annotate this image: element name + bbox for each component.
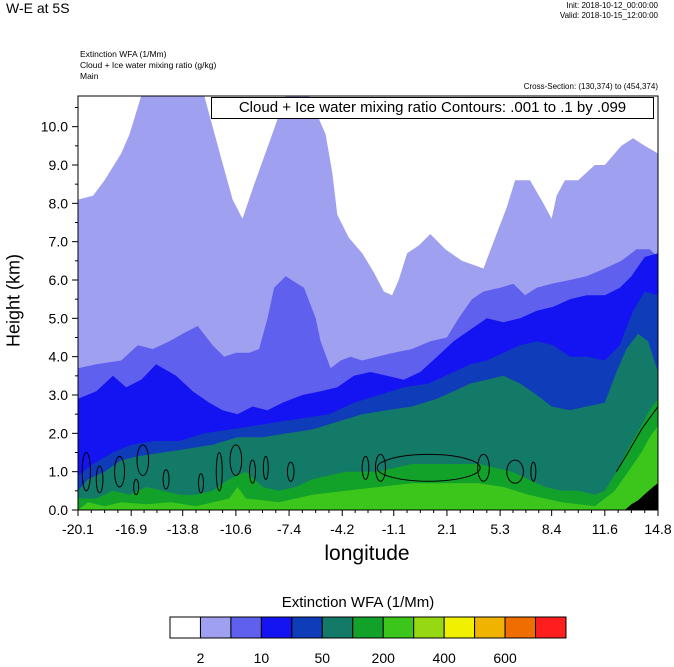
colorbar-swatch <box>535 616 567 639</box>
colorbar-swatch <box>382 616 415 639</box>
x-tick-label: -1.1 <box>382 521 406 537</box>
y-axis-label: Height (km) <box>3 254 24 348</box>
y-tick-label: 5.0 <box>49 310 69 326</box>
colorbar-swatch <box>413 616 445 639</box>
field-label-main: Main <box>80 71 99 81</box>
colorbar-label: 400 <box>432 650 456 666</box>
cloud-contour <box>229 444 243 476</box>
cloud-contour <box>530 461 537 482</box>
cloud-contour <box>81 452 91 492</box>
y-tick-label: 9.0 <box>49 157 69 173</box>
cloud-contour <box>249 459 256 484</box>
colorbar-swatch <box>504 616 537 639</box>
colorbar-label: 10 <box>254 650 270 666</box>
cloud-contour <box>162 469 170 490</box>
contour-fill-600 <box>78 425 658 510</box>
y-tick-label: 10.0 <box>41 119 68 135</box>
x-tick-label: -10.6 <box>220 521 252 537</box>
colorbar-swatch <box>443 616 476 639</box>
cloud-contour <box>361 455 370 480</box>
colorbar-swatch <box>321 616 354 639</box>
colorbar: 2 10 50 200 400 600 <box>169 616 567 666</box>
x-tick-label: 11.6 <box>592 521 618 537</box>
x-tick-label: -16.9 <box>115 521 147 537</box>
cross-section-label: Cross-Section: (130,374) to (454,374) <box>523 82 658 91</box>
x-axis-ticks: -20.1 -16.9 -13.8 -10.6 -7.4 -4.2 -1.1 2.1 5.3 8.… <box>62 510 672 537</box>
colorbar-label: 50 <box>315 650 331 666</box>
colorbar-swatch <box>291 616 323 639</box>
cloud-contour <box>376 453 481 482</box>
field-label-extinction: Extinction WFA (1/Mm) <box>80 49 167 59</box>
y-axis-ticks: 0.0 1.0 2.0 3.0 4.0 5.0 6.0 7.0 8.0 9.0 10.0 <box>41 107 78 518</box>
cloud-contour <box>506 459 524 484</box>
colorbar-title: Extinction WFA (1/Mm) <box>281 594 435 611</box>
cloud-contour <box>374 453 386 482</box>
cloud-contour <box>133 478 140 496</box>
colorbar-swatch <box>199 616 232 639</box>
y-tick-label: 4.0 <box>49 349 69 365</box>
x-tick-label: 5.3 <box>490 521 510 537</box>
colorbar-swatch <box>169 616 201 639</box>
cloud-contour <box>197 473 204 494</box>
y-tick-label: 3.0 <box>49 387 69 403</box>
y-tick-label: 1.0 <box>49 464 69 480</box>
y-tick-label: 6.0 <box>49 272 69 288</box>
cloud-contour <box>286 461 295 482</box>
plot-title: W-E at 5S <box>6 0 70 16</box>
x-tick-label: 14.8 <box>644 521 671 537</box>
colorbar-label: 200 <box>372 650 396 666</box>
cloud-contour-slant <box>616 406 658 472</box>
x-tick-label: 8.4 <box>542 521 562 537</box>
contour-label: Cloud + Ice water mixing ratio Contours:… <box>211 97 654 119</box>
cloud-contour <box>477 453 490 482</box>
terrain <box>624 483 658 510</box>
x-tick-label: 2.1 <box>437 521 457 537</box>
colorbar-swatch <box>352 616 384 639</box>
y-tick-label: 7.0 <box>49 234 69 250</box>
y-tick-label: 2.0 <box>49 425 69 441</box>
valid-time: Valid: 2018-10-15_12:00:00 <box>559 11 658 20</box>
colorbar-swatch <box>230 616 262 639</box>
contour-fill-200 <box>78 333 658 510</box>
filled-contours <box>78 96 658 510</box>
cloud-contour <box>136 444 150 476</box>
contour-fill-400 <box>78 398 658 510</box>
cloud-contour <box>215 452 223 492</box>
colorbar-label: 600 <box>493 650 517 666</box>
cloud-contour <box>95 465 104 494</box>
y-tick-label: 0.0 <box>49 502 69 518</box>
colorbar-swatch <box>474 616 506 639</box>
x-tick-label: -7.4 <box>277 521 301 537</box>
cloud-contours <box>81 406 658 496</box>
colorbar-swatch <box>260 616 293 639</box>
x-tick-label: -20.1 <box>62 521 94 537</box>
y-tick-label: 8.0 <box>49 195 69 211</box>
cloud-contour <box>114 455 126 488</box>
cloud-contour <box>262 455 269 480</box>
field-label-cloud-ice: Cloud + Ice water mixing ratio (g/kg) <box>80 60 217 70</box>
x-tick-label: -13.8 <box>167 521 199 537</box>
x-axis-label: longitude <box>324 542 410 565</box>
init-time: Init: 2018-10-12_00:00:00 <box>566 1 658 10</box>
x-tick-label: -4.2 <box>330 521 354 537</box>
colorbar-label: 2 <box>197 650 205 666</box>
plot-area <box>78 96 658 510</box>
